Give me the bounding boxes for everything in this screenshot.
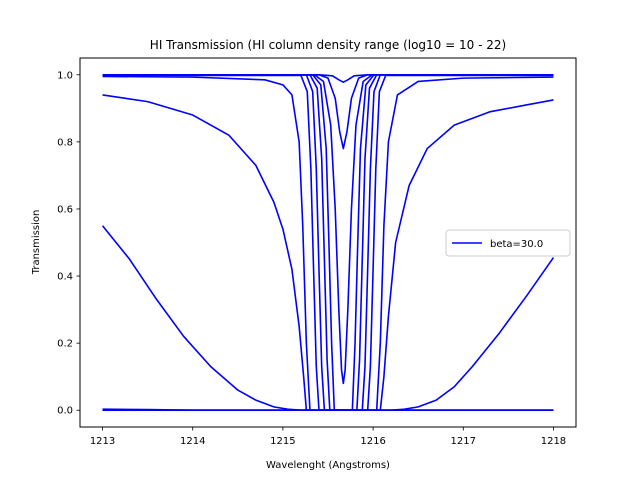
x-tick-label: 1218 (541, 436, 566, 447)
x-tick-label: 1217 (451, 436, 476, 447)
y-tick-label: 0.8 (57, 137, 73, 148)
y-tick-label: 0.4 (57, 272, 73, 283)
series-line-logN-10 (102, 73, 554, 83)
y-tick-label: 0.6 (57, 204, 73, 215)
chart-title: HI Transmission (HI column density range… (150, 38, 506, 52)
series-layer (101, 73, 555, 412)
legend-box (445, 229, 571, 257)
y-tick-label: 0.0 (57, 406, 73, 417)
x-axis: 1213 1214 1215 1216 1217 1218 (90, 427, 566, 447)
x-tick-label: 1216 (360, 436, 385, 447)
x-tick-label: 1214 (180, 436, 205, 447)
y-tick-label: 0.2 (57, 339, 73, 350)
legend: beta=30.0 (445, 229, 571, 257)
legend-label: beta=30.0 (490, 239, 543, 250)
series-line-logN-12 (102, 73, 554, 385)
y-axis-title: Transmission (31, 210, 42, 276)
plot-frame (79, 57, 577, 428)
x-tick-label: 1213 (90, 436, 115, 447)
y-axis: 0.0 0.2 0.4 0.6 0.8 1.0 (57, 70, 80, 417)
y-tick-label: 1.0 (57, 70, 73, 81)
x-axis-title: Wavelenght (Angstroms) (266, 460, 390, 471)
series-line-logN-11 (102, 73, 554, 150)
x-tick-label: 1215 (270, 436, 295, 447)
